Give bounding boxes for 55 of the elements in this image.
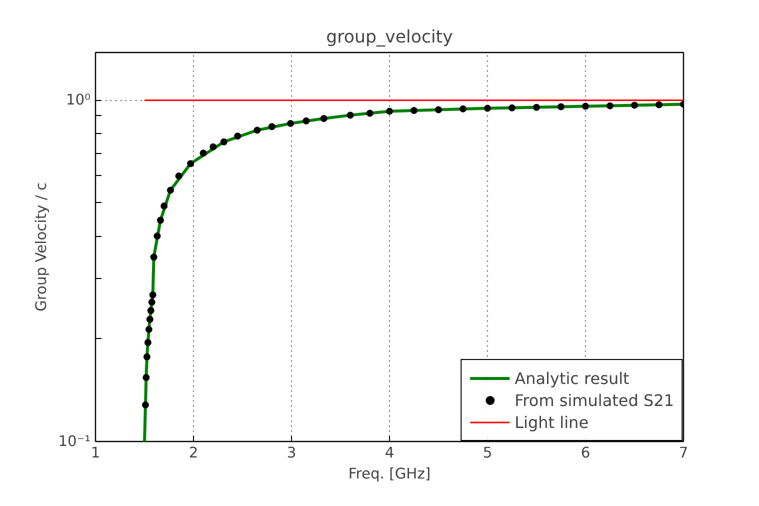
point [200, 150, 207, 157]
point [143, 353, 150, 360]
x-axis-title: Freq. [GHz] [348, 466, 431, 482]
point [346, 112, 354, 119]
x-tick-label: 7 [678, 444, 688, 462]
point [234, 132, 242, 140]
x-tick-label: 4 [384, 444, 394, 462]
point [320, 115, 328, 122]
point [484, 104, 491, 112]
point [558, 103, 564, 110]
point [366, 110, 374, 117]
point [254, 126, 261, 134]
point [144, 339, 152, 346]
point [508, 104, 516, 112]
chart-title: group_velocity [326, 28, 453, 48]
x-tick-label: 1 [90, 444, 100, 462]
y-tick-label: 10⁻¹ [58, 433, 91, 450]
point [210, 143, 217, 150]
point [287, 120, 294, 127]
point [435, 106, 442, 114]
point [302, 117, 310, 124]
line-series [143, 102, 684, 442]
x-tick-label: 5 [482, 444, 492, 462]
point [268, 123, 276, 130]
x-tick-label: 3 [286, 444, 296, 462]
point [187, 160, 194, 168]
point [142, 374, 150, 381]
point [150, 254, 158, 261]
point [220, 138, 228, 146]
point [154, 232, 161, 240]
legend-label: Light line [514, 412, 589, 432]
point [146, 316, 154, 323]
point [142, 401, 149, 408]
point [606, 102, 614, 110]
legend-label: From simulated S21 [514, 390, 674, 410]
point [156, 216, 164, 224]
point [147, 307, 154, 314]
point [533, 104, 540, 111]
point [175, 172, 182, 180]
point [582, 102, 589, 110]
point [460, 105, 466, 112]
point [166, 186, 174, 194]
point [145, 326, 152, 333]
point [148, 298, 156, 306]
legend-label: Analytic result [514, 368, 630, 388]
y-axis-title: Group Velocity / c [33, 182, 50, 312]
y-tick-label: 10⁰ [66, 92, 91, 109]
point [656, 101, 662, 108]
point [386, 108, 393, 115]
point [160, 202, 168, 210]
point [410, 107, 418, 114]
x-tick-label: 2 [188, 444, 198, 462]
x-tick-label: 6 [580, 444, 590, 462]
point [149, 291, 156, 298]
point [631, 102, 638, 109]
